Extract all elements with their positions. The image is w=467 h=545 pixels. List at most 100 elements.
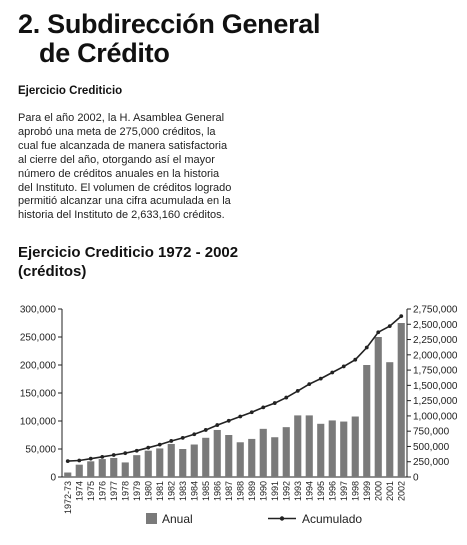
x-tick-label: 1991: [270, 481, 280, 501]
right-tick-label: 2,000,000: [413, 350, 458, 361]
chart-legend: Anual Acumulado: [146, 512, 362, 526]
point-1983: [180, 436, 185, 440]
point-1985: [203, 428, 208, 432]
right-tick-label: 1,000,000: [413, 411, 458, 422]
bar-1980: [144, 450, 152, 477]
line-series-acumulado: [65, 314, 404, 464]
point-1976: [100, 454, 105, 459]
x-tick-label: 1976: [97, 481, 107, 501]
bar-2000: [374, 337, 382, 477]
x-tick-label: 2001: [385, 481, 395, 501]
x-tick-label: 1987: [224, 481, 234, 501]
right-tick-label: 2,250,000: [413, 335, 458, 346]
credit-chart: 0 50,000 100,000 150,000 200,000 250,000 300,0…: [20, 305, 458, 527]
point-1986: [215, 423, 220, 427]
point-1990: [261, 405, 266, 410]
right-tick-label: 0: [413, 473, 419, 484]
bar-1983: [179, 449, 187, 477]
bar-1975: [87, 461, 95, 477]
right-tick-label: 1,250,000: [413, 396, 458, 407]
bar-1985: [202, 437, 210, 477]
left-tick-label: 150,000: [20, 389, 57, 400]
left-tick-label: 300,000: [20, 305, 57, 316]
x-tick-label: 1989: [247, 481, 257, 501]
bar-1994: [305, 415, 313, 477]
x-tick-label: 1984: [189, 481, 199, 501]
bar-1987: [225, 435, 233, 477]
legend-label-anual: Anual: [162, 512, 193, 526]
right-tick-label: 2,750,000: [413, 305, 458, 316]
left-tick-label: 250,000: [20, 333, 57, 344]
left-tick-label: 50,000: [25, 445, 56, 456]
x-tick-label: 1977: [109, 481, 119, 501]
point-1998: [353, 357, 358, 362]
page-title-line1: 2. Subdirección General: [18, 9, 321, 39]
bar-1989: [248, 438, 256, 477]
point-1975: [88, 456, 93, 461]
legend-marker-acumulado: [279, 516, 285, 521]
point-1987: [226, 418, 231, 423]
x-tick-label: 1978: [120, 481, 130, 501]
point-1991: [272, 401, 277, 405]
right-tick-label: 2,500,000: [413, 320, 458, 331]
point-1984: [192, 432, 197, 437]
point-1995: [318, 376, 323, 381]
point-1974: [77, 458, 82, 463]
right-y-axis: 0 250,000 500,000 750,000 1,000,000 1,250,000…: [406, 305, 458, 484]
point-1981: [157, 442, 162, 447]
body-paragraph: Para el año 2002, la H. Asamblea General…: [18, 112, 232, 222]
left-y-axis: 0 50,000 100,000 150,000 200,000 250,000 300,0…: [20, 305, 407, 484]
point-1996: [330, 370, 335, 375]
bar-1977: [110, 457, 118, 477]
x-tick-label: 2002: [396, 481, 406, 501]
bar-1976: [98, 459, 106, 477]
x-tick-label: 1979: [132, 481, 142, 501]
chart-title-line2: (créditos): [18, 263, 87, 280]
bar-1978: [121, 462, 129, 477]
left-tick-label: 200,000: [20, 361, 57, 372]
page-title-line2: de Crédito: [39, 38, 170, 68]
bar-2001: [386, 362, 394, 477]
point-1979: [134, 448, 139, 453]
x-tick-label: 1999: [362, 481, 372, 501]
bar-1982: [167, 443, 175, 477]
bar-1972-73: [64, 472, 72, 477]
bar-1998: [351, 416, 359, 477]
bar-1979: [133, 455, 141, 477]
x-tick-label: 1982: [166, 481, 176, 501]
section-subtitle: Ejercicio Crediticio: [18, 85, 123, 97]
x-tick-label: 1975: [86, 481, 96, 501]
point-1982: [169, 439, 174, 443]
right-tick-label: 500,000: [413, 442, 450, 453]
chart-title: Ejercicio Crediticio 1972 - 2002 (crédit…: [18, 243, 238, 281]
x-tick-label: 1980: [143, 481, 153, 501]
x-tick-label: 2000: [373, 481, 383, 501]
bar-series-anual: [64, 323, 405, 477]
legend-swatch-anual: [146, 513, 157, 524]
bar-2002: [397, 323, 405, 477]
point-1999: [364, 345, 369, 350]
point-2001: [387, 324, 392, 329]
bar-1991: [271, 437, 279, 477]
bar-1988: [236, 442, 244, 477]
right-tick-label: 750,000: [413, 427, 450, 438]
x-tick-label: 1972-73: [63, 481, 73, 514]
bar-1996: [328, 420, 336, 477]
x-tick-label: 1985: [201, 481, 211, 501]
point-1992: [284, 395, 289, 400]
point-2002: [399, 314, 404, 319]
point-1977: [111, 453, 116, 457]
x-tick-label: 1986: [212, 481, 222, 501]
x-tick-label: 1988: [235, 481, 245, 501]
page-title: 2. Subdirección General de Crédito: [18, 9, 321, 68]
bar-1992: [282, 427, 290, 477]
point-1997: [341, 364, 346, 369]
x-tick-label: 1981: [155, 481, 165, 501]
point-2000: [376, 330, 381, 335]
x-tick-label: 1996: [327, 481, 337, 501]
bar-1974: [75, 464, 83, 477]
x-tick-label: 1995: [316, 481, 326, 501]
bar-1981: [156, 448, 164, 477]
x-tick-label: 1998: [350, 481, 360, 501]
left-tick-label: 0: [50, 473, 56, 484]
